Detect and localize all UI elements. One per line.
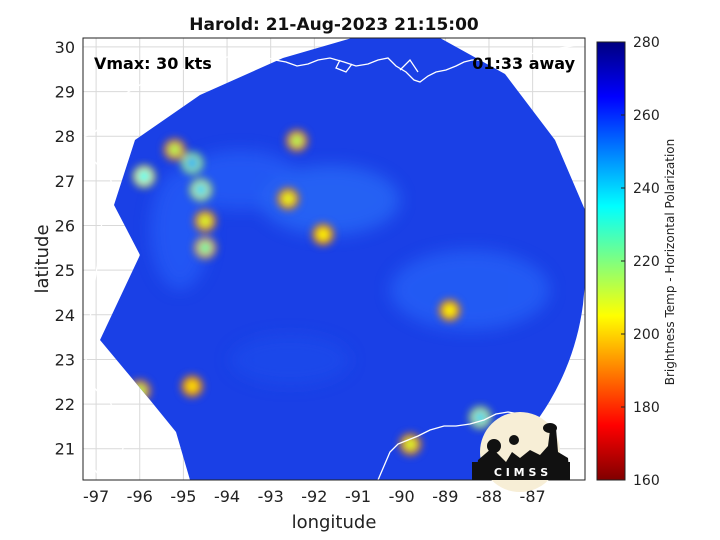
y-axis-label: latitude bbox=[32, 224, 53, 293]
y-tick-label: 25 bbox=[55, 261, 75, 280]
hotspot bbox=[438, 299, 461, 322]
colorbar-tick-label: 240 bbox=[633, 181, 660, 197]
x-tick-label: -88 bbox=[476, 487, 502, 506]
colorbar-tick-labels: 160 180 200 220 240 260 280 bbox=[621, 35, 660, 489]
cimss-logo-text: C I M S S bbox=[494, 466, 548, 479]
x-tick-label: -97 bbox=[83, 487, 109, 506]
colorbar-tick-label: 180 bbox=[633, 400, 660, 416]
hotspot bbox=[133, 165, 156, 188]
colorbar-gradient bbox=[596, 41, 626, 481]
hotspot bbox=[399, 433, 422, 456]
cimss-logo: C I M S S bbox=[472, 412, 570, 492]
x-axis-label: longitude bbox=[292, 512, 377, 533]
colorbar: 160 180 200 220 240 260 280 Brightness Temp - … bbox=[596, 35, 677, 489]
y-tick-label: 24 bbox=[55, 306, 75, 325]
hotspot bbox=[181, 375, 204, 398]
colorbar-tick-label: 160 bbox=[633, 473, 660, 489]
colorbar-tick-label: 280 bbox=[633, 35, 660, 51]
x-tick-label: -93 bbox=[258, 487, 284, 506]
hotspot bbox=[194, 236, 217, 259]
y-tick-label: 21 bbox=[55, 440, 75, 459]
y-tick-label: 22 bbox=[55, 395, 75, 414]
colorbar-tick-label: 220 bbox=[633, 254, 660, 270]
x-tick-label: -94 bbox=[214, 487, 240, 506]
x-tick-label: -89 bbox=[432, 487, 458, 506]
brightness-swath bbox=[83, 38, 585, 480]
y-tick-label: 23 bbox=[55, 350, 75, 369]
y-tick-label: 28 bbox=[55, 127, 75, 146]
x-tick-label: -92 bbox=[301, 487, 327, 506]
hotspot bbox=[277, 187, 300, 210]
x-tick-label: -87 bbox=[520, 487, 546, 506]
time-away-label: 01:33 away bbox=[472, 54, 575, 73]
x-tick-label: -96 bbox=[127, 487, 153, 506]
y-tick-label: 29 bbox=[55, 83, 75, 102]
hotspot bbox=[181, 152, 204, 175]
y-tick-label: 30 bbox=[55, 38, 75, 57]
hotspot bbox=[194, 210, 217, 233]
colorbar-tick-label: 200 bbox=[633, 327, 660, 343]
hotspot bbox=[285, 129, 308, 152]
y-tick-label: 27 bbox=[55, 172, 75, 191]
hotspot bbox=[312, 223, 335, 246]
y-tick-labels: 21 22 23 24 25 26 27 28 29 30 bbox=[55, 38, 75, 459]
x-tick-label: -95 bbox=[170, 487, 196, 506]
vmax-label: Vmax: 30 kts bbox=[94, 54, 212, 73]
swath-texture bbox=[150, 150, 550, 385]
map-axes-frame bbox=[82, 37, 586, 481]
colorbar-label: Brightness Temp - Horizontal Polarizatio… bbox=[663, 139, 677, 386]
colorbar-tick-label: 260 bbox=[633, 108, 660, 124]
map-title: Harold: 21-Aug-2023 21:15:00 bbox=[189, 15, 479, 35]
x-tick-labels: -97 -96 -95 -94 -93 -92 -91 -90 -89 -88 -87 bbox=[83, 487, 546, 506]
x-tick-label: -91 bbox=[345, 487, 371, 506]
hotspot bbox=[189, 178, 212, 201]
hotspot bbox=[163, 138, 186, 161]
y-tick-label: 26 bbox=[55, 217, 75, 236]
x-tick-label: -90 bbox=[389, 487, 415, 506]
convection-hotspots bbox=[128, 129, 492, 456]
